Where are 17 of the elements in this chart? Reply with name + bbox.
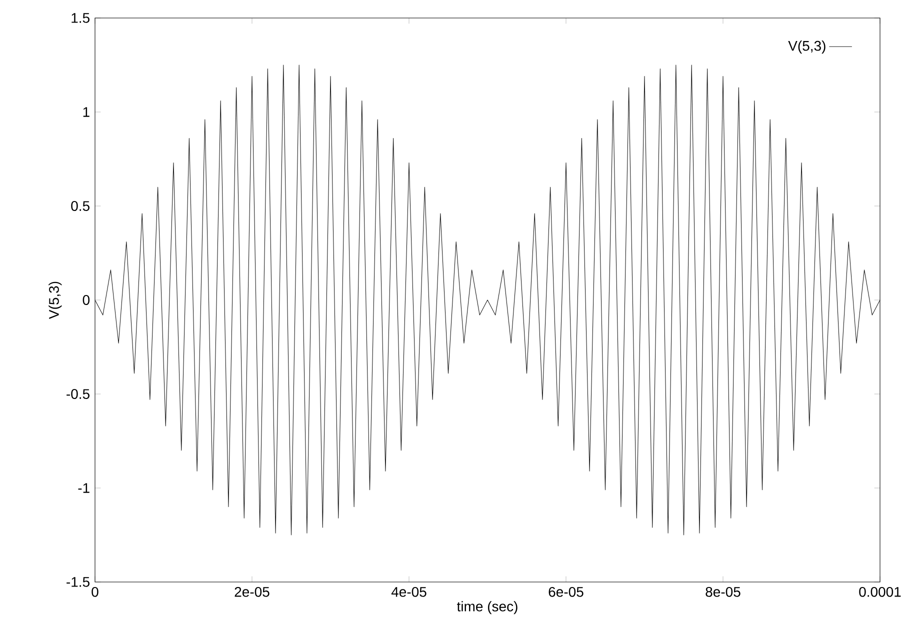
y-tick-label: 1.5 [72,13,90,23]
x-tick-label: 6e-05 [548,586,584,597]
x-axis-title: time (sec) [456,601,518,614]
y-tick-label: 0.5 [71,201,90,211]
x-tick-label: 0.0001 [859,586,901,597]
x-tick-label: 4e-05 [391,586,426,597]
y-tick-label: -1 [78,483,90,493]
x-tick-label: 2e-05 [234,586,270,597]
y-tick-label: -1.5 [66,577,90,587]
line-series [95,64,880,536]
y-tick-label: -0.5 [66,389,90,399]
y-tick-label: 0 [82,295,90,305]
x-tick-label: 0 [92,586,98,597]
x-tick-label: 8e-05 [706,586,740,597]
y-axis-title: V(5,3) [48,282,62,319]
legend-label: V(5,3) [788,40,826,54]
y-tick-label: 1 [83,107,90,117]
